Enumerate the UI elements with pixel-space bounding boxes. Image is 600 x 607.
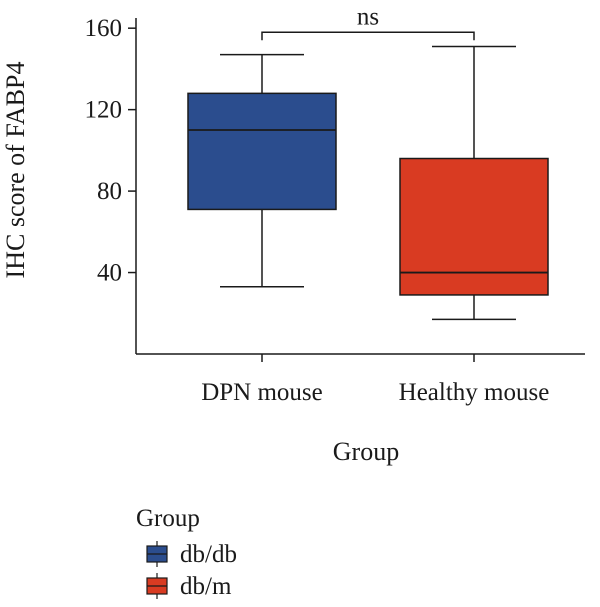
legend-title: Group [136, 505, 200, 532]
y-tick-label: 80 [97, 178, 122, 205]
y-tick-label: 160 [85, 15, 123, 42]
y-axis-title: IHC score of FABP4 [1, 62, 30, 279]
axes: 40 80 120 160 DPN mouse Healthy mouse [85, 15, 585, 406]
y-tick-label: 40 [97, 260, 122, 287]
boxes [187, 45, 549, 321]
x-tick-label: DPN mouse [201, 379, 323, 406]
significance-annotation: ns [261, 3, 475, 41]
iqr-box [187, 92, 337, 211]
box-2 [399, 45, 549, 321]
significance-bracket [261, 31, 475, 41]
legend-label: db/db [180, 541, 237, 568]
box-1 [187, 53, 337, 288]
legend: Group db/db db/m [136, 505, 237, 600]
x-axis-title: Group [333, 437, 399, 466]
x-tick-label: Healthy mouse [399, 379, 550, 406]
significance-label: ns [357, 3, 379, 30]
y-tick-label: 120 [85, 97, 123, 124]
iqr-box [399, 157, 549, 296]
legend-entry: db/m [146, 573, 232, 600]
legend-entry: db/db [146, 541, 237, 568]
legend-label: db/m [180, 573, 232, 600]
